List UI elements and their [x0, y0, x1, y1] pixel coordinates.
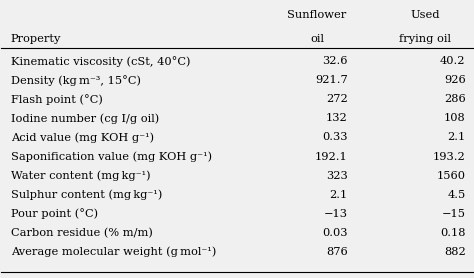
Text: 32.6: 32.6 [322, 56, 348, 66]
Text: Carbon residue (% m/m): Carbon residue (% m/m) [11, 228, 153, 238]
Text: Kinematic viscosity (cSt, 40°C): Kinematic viscosity (cSt, 40°C) [11, 56, 191, 67]
Text: Flash point (°C): Flash point (°C) [11, 95, 103, 105]
Text: Iodine number (cg I/g oil): Iodine number (cg I/g oil) [11, 113, 159, 124]
Text: 0.33: 0.33 [322, 133, 348, 143]
Text: 2.1: 2.1 [329, 190, 348, 200]
Text: 926: 926 [444, 75, 465, 85]
Text: 108: 108 [444, 113, 465, 123]
Text: 272: 272 [326, 95, 348, 105]
Text: Used: Used [411, 10, 440, 20]
Text: Average molecular weight (g mol⁻¹): Average molecular weight (g mol⁻¹) [11, 247, 216, 257]
Text: 286: 286 [444, 95, 465, 105]
Text: −15: −15 [442, 208, 465, 219]
Text: 876: 876 [326, 247, 348, 257]
Text: Acid value (mg KOH g⁻¹): Acid value (mg KOH g⁻¹) [11, 133, 154, 143]
Text: Sunflower: Sunflower [288, 10, 347, 20]
Text: 132: 132 [326, 113, 348, 123]
Text: 0.03: 0.03 [322, 228, 348, 238]
Text: Saponification value (mg KOH g⁻¹): Saponification value (mg KOH g⁻¹) [11, 152, 212, 162]
Text: 192.1: 192.1 [315, 152, 348, 162]
Text: 40.2: 40.2 [440, 56, 465, 66]
Text: 921.7: 921.7 [315, 75, 348, 85]
Text: Density (kg m⁻³, 15°C): Density (kg m⁻³, 15°C) [11, 75, 141, 86]
Text: 882: 882 [444, 247, 465, 257]
Text: Water content (mg kg⁻¹): Water content (mg kg⁻¹) [11, 170, 150, 181]
Text: 0.18: 0.18 [440, 228, 465, 238]
Text: Sulphur content (mg kg⁻¹): Sulphur content (mg kg⁻¹) [11, 190, 162, 200]
Text: 1560: 1560 [437, 170, 465, 180]
Text: frying oil: frying oil [400, 34, 452, 44]
Text: oil: oil [310, 34, 324, 44]
Text: Pour point (°C): Pour point (°C) [11, 208, 98, 219]
Text: 2.1: 2.1 [447, 133, 465, 143]
Text: −13: −13 [324, 208, 348, 219]
Text: Property: Property [11, 34, 61, 44]
Text: 323: 323 [326, 170, 348, 180]
Text: 193.2: 193.2 [433, 152, 465, 162]
Text: 4.5: 4.5 [447, 190, 465, 200]
